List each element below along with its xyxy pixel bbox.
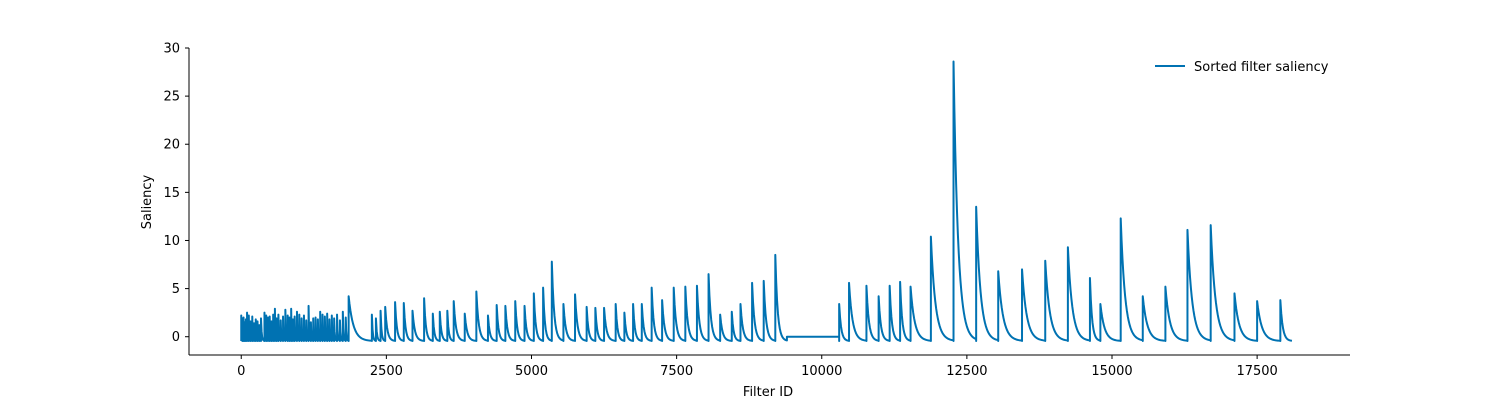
x-tick-label: 17500 [1236,364,1277,379]
series-line-sorted-filter-saliency [240,60,1293,343]
x-axis-ticks: 0 2500 5000 7500 10000 12500 15000 17500 [237,355,1278,379]
x-tick-label: 15000 [1091,364,1132,379]
y-tick-label: 0 [172,330,180,345]
y-tick-label: 20 [163,138,180,153]
y-tick-label: 15 [163,186,180,201]
y-tick-label: 10 [163,234,180,249]
x-tick-label: 2500 [370,364,403,379]
x-tick-label: 7500 [660,364,693,379]
y-tick-label: 30 [163,42,180,57]
y-axis-ticks: 0 5 10 15 20 25 30 [163,42,189,345]
legend: Sorted filter saliency [1155,60,1329,75]
x-tick-label: 0 [237,364,245,379]
y-tick-label: 25 [163,90,180,105]
x-axis-title: Filter ID [743,385,793,400]
legend-label: Sorted filter saliency [1194,60,1329,75]
x-tick-label: 10000 [801,364,842,379]
y-axis-title: Saliency [140,174,155,229]
x-tick-label: 5000 [515,364,548,379]
y-tick-label: 5 [172,282,180,297]
x-tick-label: 12500 [946,364,987,379]
